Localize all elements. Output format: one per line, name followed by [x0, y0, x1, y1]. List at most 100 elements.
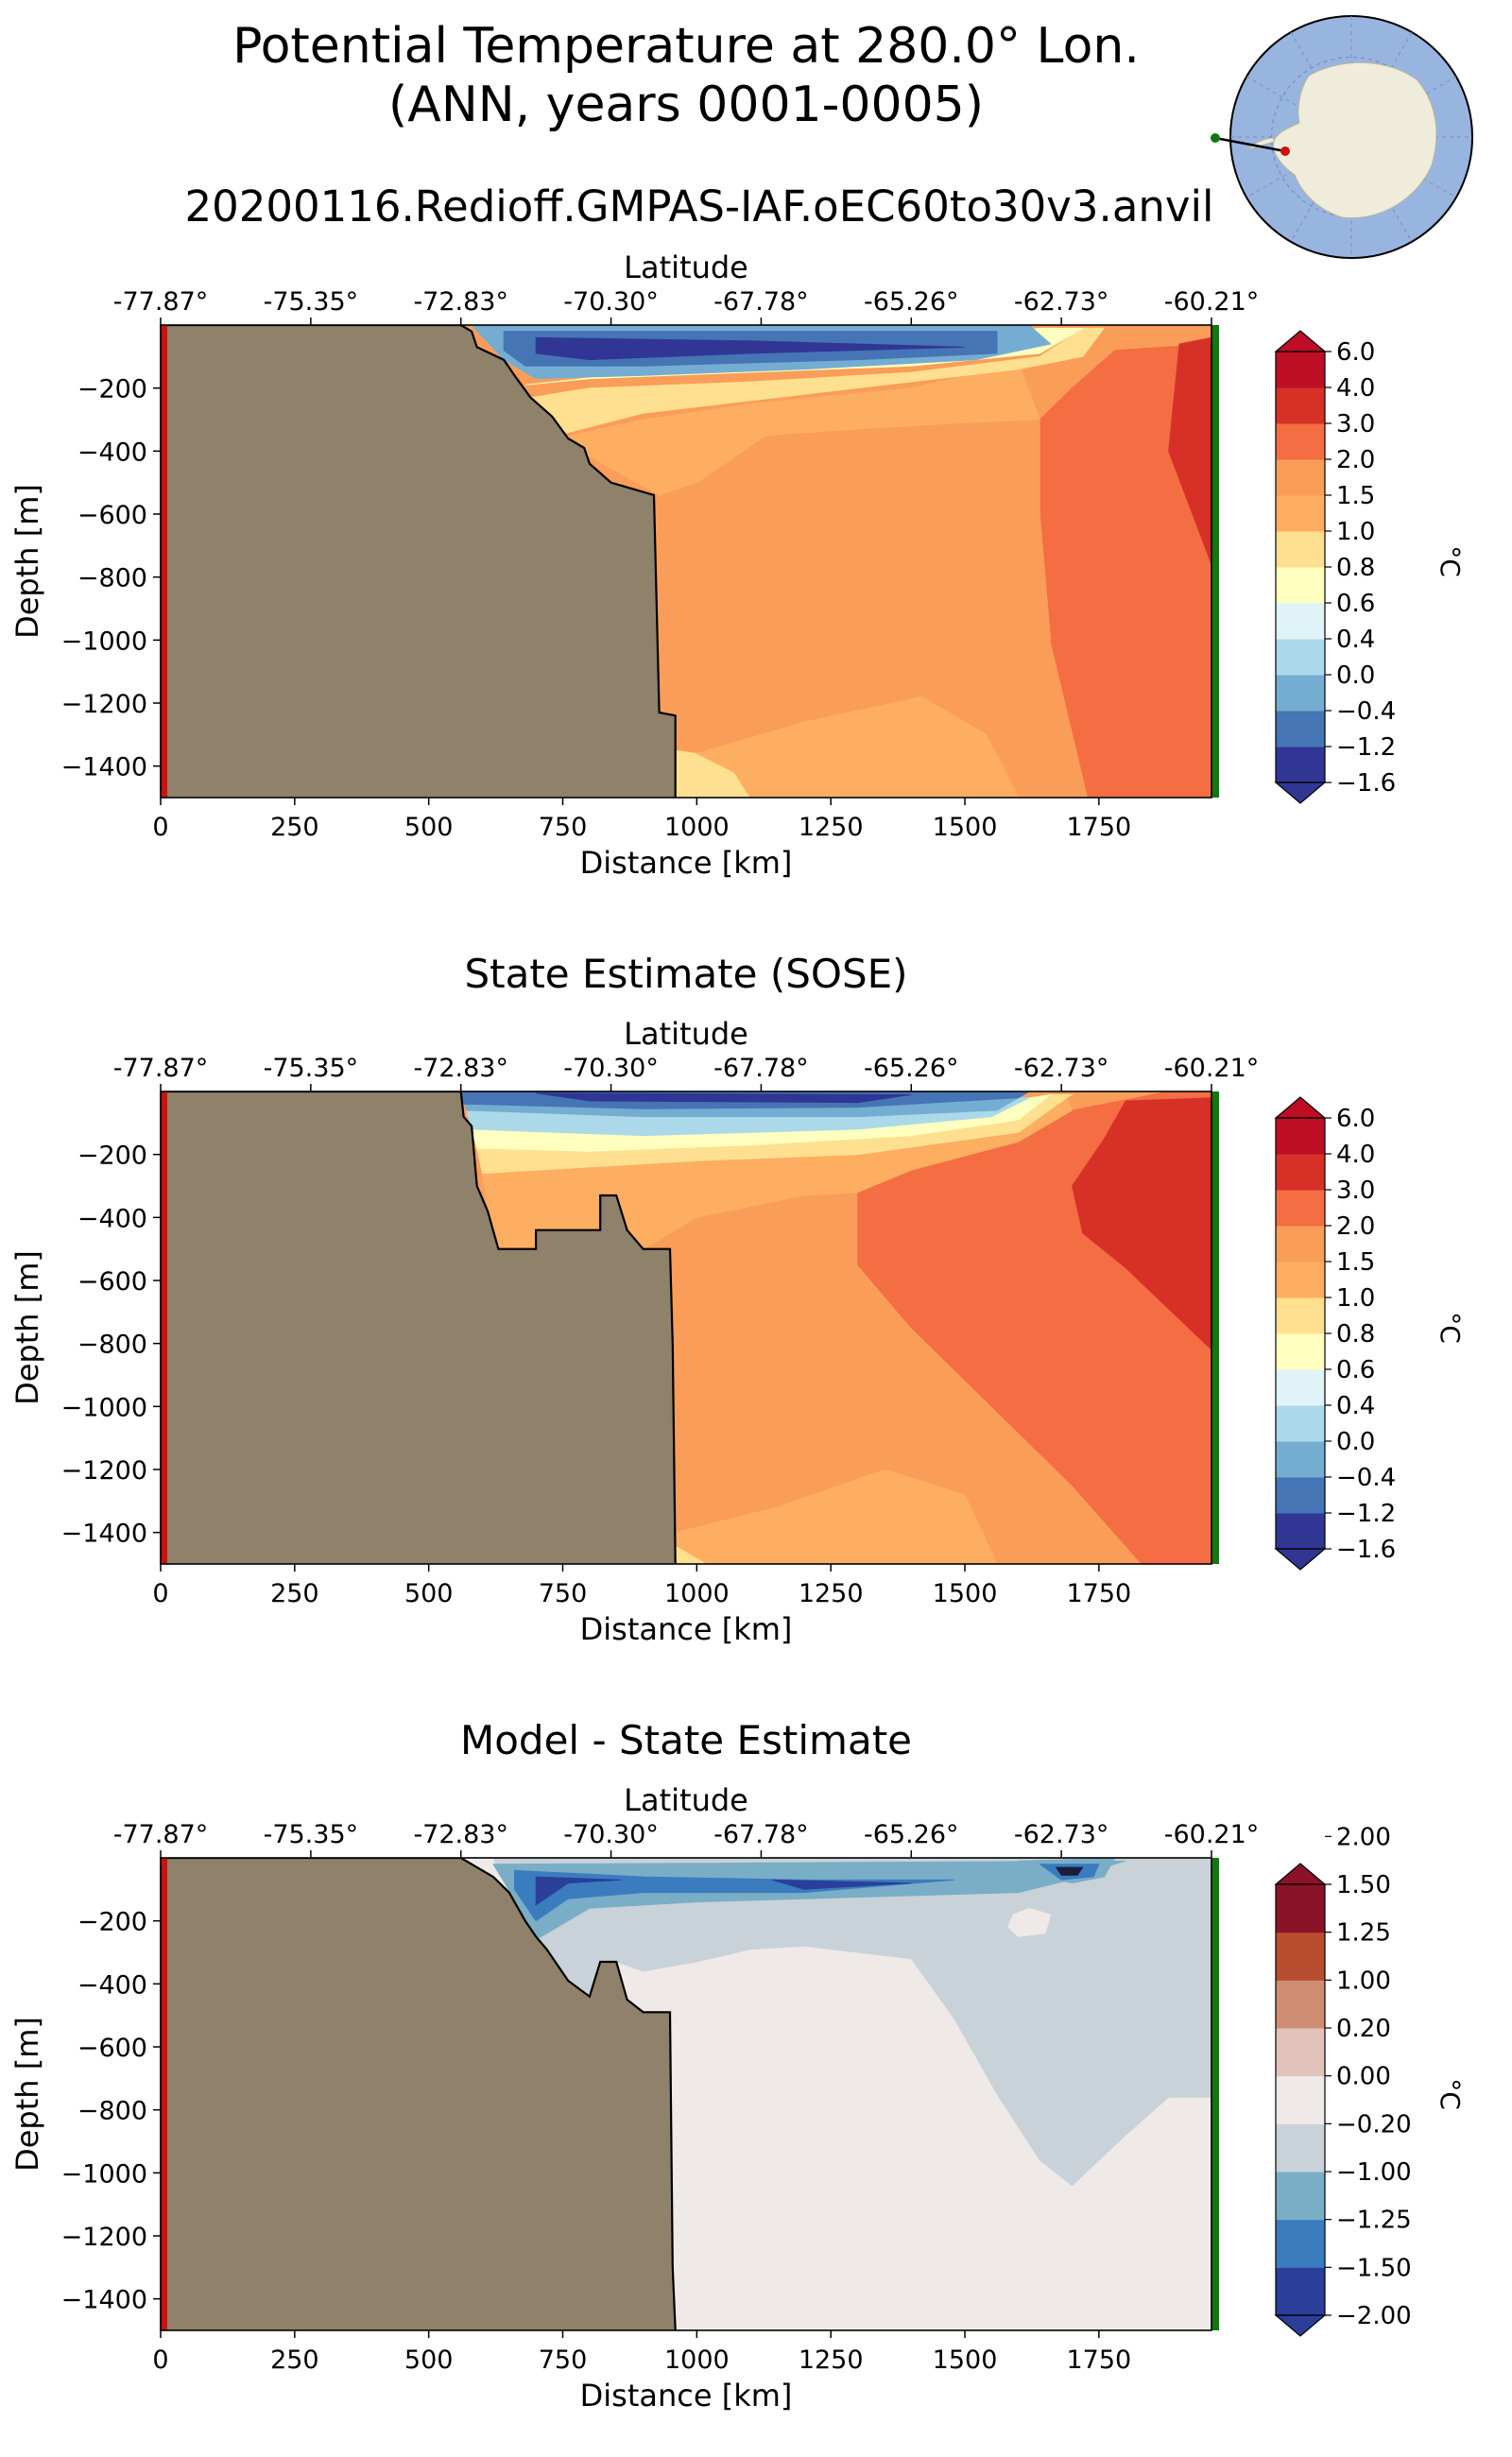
top-tick-label: -75.35°	[264, 1054, 359, 1083]
y-tick-label: −600	[77, 1267, 147, 1297]
y-tick-label: −1000	[61, 1393, 147, 1422]
top-tick-label: -65.26°	[864, 1820, 959, 1849]
seafloor-outline	[161, 1091, 677, 1564]
seafloor-land	[161, 1091, 676, 1564]
x-tick-label: 250	[270, 2345, 319, 2375]
colorbar-tick-label: 1.25	[1336, 1919, 1391, 1948]
top-tick-label: -62.73°	[1014, 287, 1109, 317]
colorbar-segment-8	[1276, 1226, 1325, 1263]
colorbar-tick-label: −0.20	[1336, 2110, 1412, 2139]
inset-transect-end-point	[1211, 133, 1220, 143]
colorbar-tick-label: 0.4	[1336, 1392, 1375, 1420]
sose-panel: State Estimate (SOSE) 0 250 500 750 1000 1250 1…	[9, 951, 1466, 1647]
x-tick-label: 0	[152, 2345, 168, 2375]
top-tick-label: -77.87°	[113, 287, 209, 317]
colorbar-segment-6	[1276, 1297, 1325, 1334]
colorbar: −1.6 −1.2 −0.4 0.0 0.4 0.6 0.8 1.0 1.5 2.0 3.0 4.0 6…	[1274, 1096, 1466, 1571]
top-tick-label: -60.21°	[1164, 1054, 1260, 1083]
colorbar-min-extend	[1274, 1548, 1327, 1571]
colorbar-segment-6	[1276, 531, 1325, 568]
contour-field	[161, 1858, 1211, 2330]
x-tick-label: 500	[404, 2345, 454, 2375]
figure-title-line1: Potential Temperature at 280.0° Lon.	[232, 18, 1140, 75]
x-tick-label: 750	[539, 813, 588, 842]
x-tick-label: 1000	[664, 2345, 730, 2375]
colorbar-segment-7	[1276, 1932, 1325, 1981]
x-tick-label: 1750	[1066, 813, 1131, 842]
colorbar: −1.6 −1.2 −0.4 0.0 0.4 0.6 0.8 1.0 1.5 2.0 3.0 4.0 6…	[1274, 330, 1466, 804]
colorbar-tick-label: 2.0	[1336, 1212, 1375, 1241]
colorbar-tick-label: 3.0	[1336, 410, 1375, 438]
x-tick-label: 1250	[799, 2345, 864, 2375]
top-tick-label: -67.78°	[713, 1054, 809, 1083]
colorbar-label: °C	[1435, 1312, 1466, 1344]
colorbar-segment-10	[1276, 387, 1325, 424]
colorbar-tick-label: 1.5	[1336, 1248, 1375, 1277]
contour-band-5	[535, 1876, 622, 1906]
colorbar-label: °C	[1435, 545, 1466, 577]
y-tick-label: −400	[77, 1204, 147, 1233]
x-axis-label: Distance [km]	[580, 845, 793, 881]
inset-antarctica-land	[1272, 61, 1437, 219]
colorbar-tick-label: 1.0	[1336, 1284, 1375, 1313]
x-tick-label: 1000	[664, 1579, 730, 1608]
top-tick-label: -60.21°	[1164, 287, 1260, 317]
top-tick-label: -70.30°	[563, 287, 659, 317]
colorbar-tick-label: 2.0	[1336, 446, 1375, 474]
difference-panel: Model - State Estimate 0 250 500 750 1000 1250…	[9, 1717, 1466, 2414]
colorbar-max-extend	[1274, 330, 1327, 352]
colorbar-min-extend	[1274, 2314, 1327, 2337]
colorbar-tick-label: −1.00	[1336, 2158, 1412, 2187]
colorbar-tick-label: 1.0	[1336, 518, 1375, 546]
colorbar-tick-label: 6.0	[1336, 1105, 1375, 1133]
y-tick-label: −800	[77, 564, 147, 593]
contour-band-2	[1006, 1907, 1052, 1937]
y-tick-label: −600	[77, 501, 147, 530]
contour-band-6	[556, 362, 1040, 496]
colorbar-tick-label: 6.0	[1336, 338, 1375, 367]
colorbar-tick-label: −1.2	[1336, 733, 1396, 762]
top-tick-label: -70.30°	[563, 1054, 659, 1083]
top-tick-label: -72.83°	[413, 1820, 508, 1849]
colorbar-segment-9	[1276, 423, 1325, 460]
x-tick-label: 250	[270, 1579, 319, 1608]
top-tick-label: -72.83°	[413, 1054, 508, 1083]
model-panel: 0 250 500 750 1000 1250 1500 1750 Distance [km] -…	[9, 249, 1466, 881]
top-axis-label: Latitude	[624, 1782, 748, 1818]
y-tick-label: −400	[77, 438, 147, 467]
top-axis-label: Latitude	[624, 249, 748, 285]
y-tick-label: −1200	[61, 690, 147, 719]
top-tick-label: -65.26°	[864, 287, 959, 317]
contour-field	[161, 325, 1211, 798]
x-axis-label: Distance [km]	[580, 2378, 793, 2414]
seafloor-outline	[161, 1858, 677, 2330]
colorbar-segment-2	[1276, 1441, 1325, 1478]
top-tick-label: -62.73°	[1014, 1820, 1109, 1849]
colorbar-segment-4	[1276, 2075, 1325, 2124]
colorbar-tick-label: 1.5	[1336, 482, 1375, 510]
y-tick-label: −1400	[61, 2286, 147, 2315]
top-tick-label: -67.78°	[713, 287, 809, 317]
x-tick-label: 1750	[1066, 2345, 1131, 2375]
x-tick-label: 750	[539, 2345, 588, 2375]
colorbar-segment-1	[1276, 711, 1325, 747]
colorbar-segment-3	[1276, 1405, 1325, 1442]
x-tick-label: 1500	[933, 2345, 998, 2375]
colorbar-tick-label: 3.0	[1336, 1177, 1375, 1205]
top-tick-label: -75.35°	[264, 1820, 359, 1849]
colorbar-tick-label: −1.50	[1336, 2254, 1412, 2282]
x-tick-label: 1000	[664, 813, 730, 842]
colorbar-segment-9	[1276, 1190, 1325, 1227]
y-tick-label: −200	[77, 1142, 147, 1171]
colorbar-segment-0	[1276, 1513, 1325, 1550]
colorbar-tick-label: 0.20	[1336, 2015, 1391, 2043]
colorbar-segment-1	[1276, 2219, 1325, 2268]
seafloor-land	[161, 325, 676, 798]
colorbar-max-extend	[1274, 1096, 1327, 1119]
colorbar-tick-label: −0.4	[1336, 1464, 1396, 1492]
top-tick-label: -75.35°	[264, 287, 359, 317]
colorbar-segment-3	[1276, 639, 1325, 676]
top-tick-label: -62.73°	[1014, 1054, 1109, 1083]
x-tick-label: 250	[270, 813, 319, 842]
